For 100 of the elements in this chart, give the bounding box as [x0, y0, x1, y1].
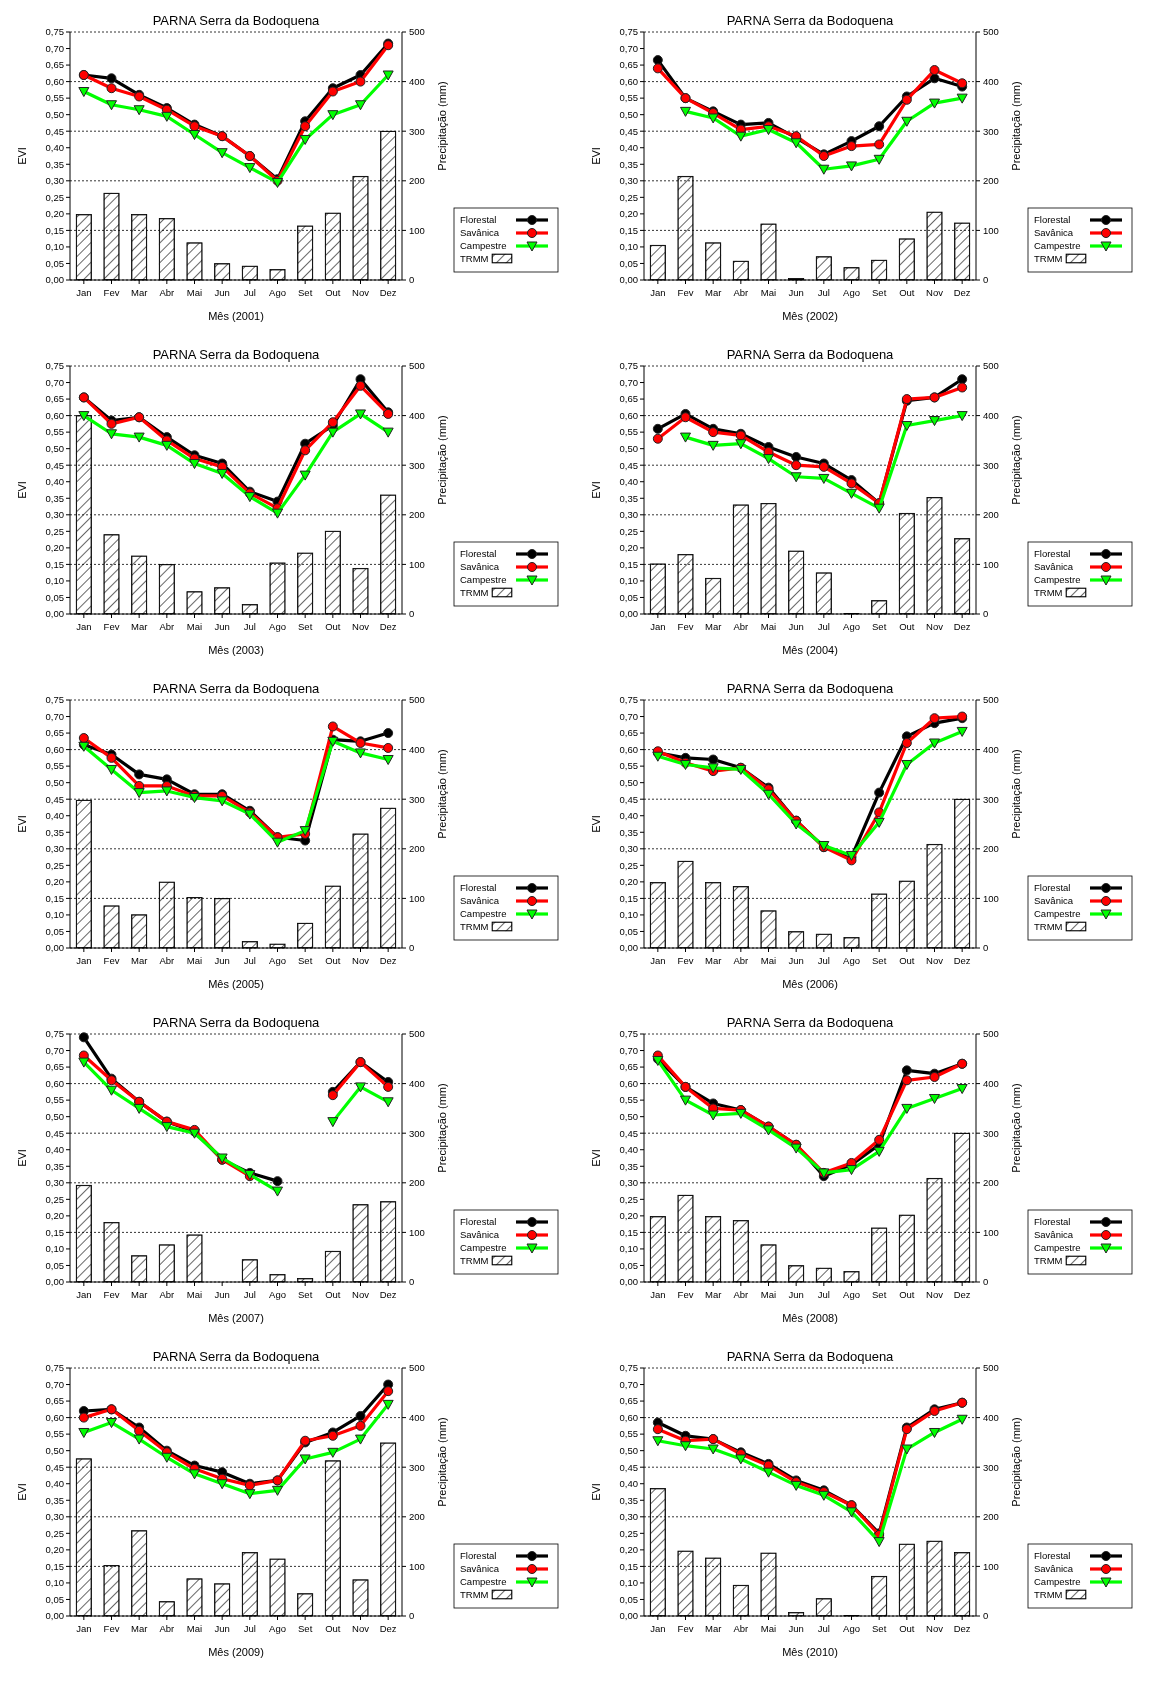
x-tick-label: Abr [159, 955, 175, 966]
x-tick-label: Nov [926, 621, 944, 632]
y-tick-label: 0,25 [45, 525, 64, 537]
y-tick-label: 0,20 [45, 542, 64, 554]
y-tick-label: 0,10 [619, 1243, 638, 1255]
y2-tick-label: 100 [409, 224, 425, 236]
y-tick-label: 0,20 [45, 208, 64, 220]
x-tick-label: Fev [677, 621, 694, 632]
y2-axis-title: Precipitação (mm) [1010, 1417, 1022, 1507]
y-tick-label: 0,70 [619, 42, 638, 54]
y-tick-label: 0,30 [45, 843, 64, 855]
y-tick-label: 0,40 [45, 142, 64, 154]
x-tick-label: Ago [843, 287, 860, 298]
y-axis-title: EVI [16, 481, 28, 499]
legend-label: Campestre [460, 1242, 507, 1254]
legend-label: TRMM [460, 587, 489, 599]
x-tick-label: Out [325, 1623, 341, 1634]
x-tick-label: Abr [159, 1623, 175, 1634]
y-tick-label: 0,60 [619, 1077, 638, 1089]
y-tick-label: 0,10 [619, 1577, 638, 1589]
y-tick-label: 0,45 [619, 793, 638, 805]
y-tick-label: 0,15 [619, 1560, 638, 1572]
y2-tick-label: 400 [983, 75, 999, 87]
y2-tick-label: 400 [983, 743, 999, 755]
y-tick-label: 0,15 [619, 892, 638, 904]
legend-label: Florestal [1034, 214, 1071, 226]
x-axis-title: Mês (2002) [782, 310, 838, 322]
y-tick-label: 0,15 [619, 1226, 638, 1238]
x-tick-label: Mai [186, 1623, 203, 1634]
y-tick-label: 0,70 [619, 710, 638, 722]
legend-label: Savânica [460, 227, 500, 239]
x-tick-label: Ago [843, 1623, 860, 1634]
y-tick-label: 0,45 [45, 1461, 64, 1473]
y2-axis-title: Precipitação (mm) [436, 81, 448, 171]
y2-tick-label: 200 [409, 1511, 425, 1523]
y2-tick-label: 400 [983, 1077, 999, 1089]
x-tick-label: Nov [926, 955, 944, 966]
y-tick-label: 0,40 [45, 1144, 64, 1156]
x-tick-label: Mai [760, 1623, 777, 1634]
y2-tick-label: 300 [409, 125, 425, 137]
x-tick-label: Jan [76, 287, 92, 298]
x-tick-label: Fev [103, 1289, 120, 1300]
legend-label: Savânica [1034, 895, 1074, 907]
y-tick-label: 0,55 [45, 760, 64, 772]
x-tick-label: Jan [650, 621, 666, 632]
y2-tick-label: 300 [983, 1127, 999, 1139]
x-tick-label: Dez [953, 1289, 971, 1300]
y-tick-label: 0,50 [45, 776, 64, 788]
legend-label: TRMM [460, 253, 489, 265]
x-tick-label: Jun [214, 1623, 230, 1634]
y2-tick-label: 400 [409, 743, 425, 755]
legend-label: Florestal [460, 214, 497, 226]
legend-label: Savânica [1034, 1563, 1074, 1575]
y-tick-label: 0,05 [45, 1593, 64, 1605]
y-tick-label: 0,55 [45, 1428, 64, 1440]
x-tick-label: Set [872, 287, 887, 298]
x-tick-label: Mai [186, 621, 203, 632]
legend-label: Florestal [460, 1216, 497, 1228]
y2-tick-label: 0 [983, 1610, 989, 1622]
y2-tick-label: 400 [409, 75, 425, 87]
x-tick-label: Fev [103, 955, 120, 966]
x-axis-title: Mês (2010) [782, 1646, 838, 1658]
y-tick-label: 0,30 [45, 509, 64, 521]
legend-label: TRMM [1034, 1255, 1063, 1267]
x-tick-label: Jul [243, 1289, 256, 1300]
x-tick-label: Set [872, 1623, 887, 1634]
x-tick-label: Jun [214, 1289, 230, 1300]
y-tick-label: 0,00 [45, 608, 64, 620]
y-tick-label: 0,30 [45, 1511, 64, 1523]
x-tick-label: Ago [269, 1289, 286, 1300]
y2-tick-label: 300 [409, 459, 425, 471]
y-tick-label: 0,10 [45, 909, 64, 921]
y-tick-label: 0,35 [619, 826, 638, 838]
y2-tick-label: 0 [409, 1276, 415, 1288]
x-tick-label: Mai [186, 1289, 203, 1300]
x-tick-label: Mar [130, 621, 148, 632]
x-axis-title: Mês (2006) [782, 978, 838, 990]
y-tick-label: 0,70 [45, 1044, 64, 1056]
y-tick-label: 0,35 [619, 492, 638, 504]
y2-tick-label: 500 [409, 26, 425, 38]
x-axis-title: Mês (2005) [208, 978, 264, 990]
legend-label: TRMM [460, 1255, 489, 1267]
y2-tick-label: 200 [983, 843, 999, 855]
y-tick-label: 0,45 [45, 793, 64, 805]
legend-label: TRMM [1034, 921, 1063, 933]
y2-tick-label: 500 [409, 360, 425, 372]
x-axis-title: Mês (2003) [208, 644, 264, 656]
y-tick-label: 0,40 [45, 810, 64, 822]
y-tick-label: 0,30 [619, 1511, 638, 1523]
y-tick-label: 0,65 [619, 1395, 638, 1407]
y-tick-label: 0,15 [619, 558, 638, 570]
y2-tick-label: 300 [983, 459, 999, 471]
y-tick-label: 0,75 [45, 26, 64, 38]
y2-tick-label: 300 [983, 125, 999, 137]
x-tick-label: Out [325, 1289, 341, 1300]
y-tick-label: 0,00 [619, 274, 638, 286]
chart-title: PARNA Serra da Bodoquena [152, 681, 321, 696]
y-tick-label: 0,60 [619, 1411, 638, 1423]
y-tick-label: 0,25 [619, 859, 638, 871]
y2-tick-label: 200 [409, 509, 425, 521]
